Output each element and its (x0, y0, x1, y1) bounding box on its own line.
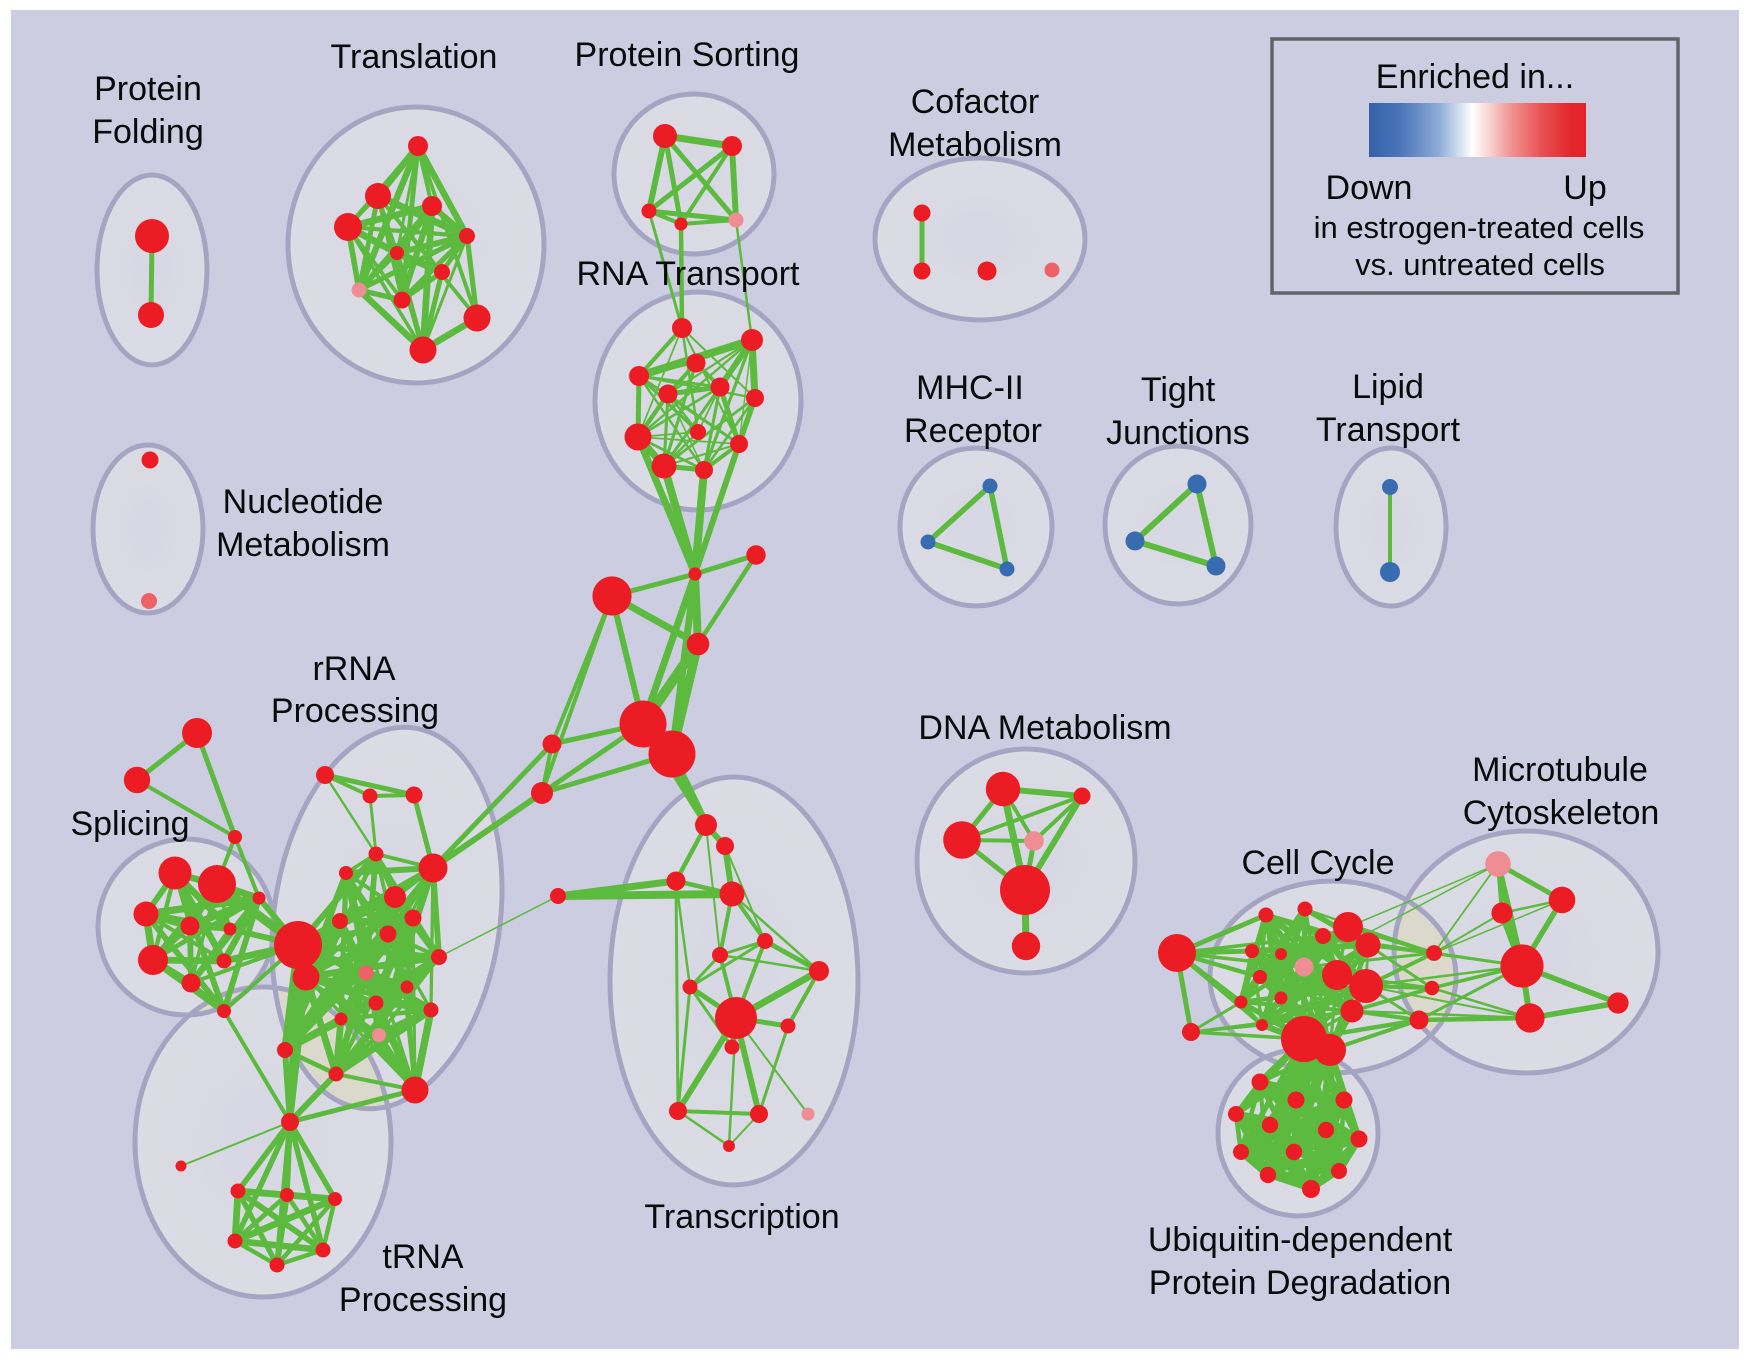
svg-text:Receptor: Receptor (904, 412, 1042, 450)
svg-text:Protein Degradation: Protein Degradation (1149, 1264, 1451, 1302)
svg-text:MHC-II: MHC-II (916, 369, 1024, 407)
svg-text:rRNA: rRNA (312, 650, 395, 688)
svg-text:Ubiquitin-dependent: Ubiquitin-dependent (1148, 1221, 1453, 1259)
svg-text:Protein Sorting: Protein Sorting (575, 36, 800, 74)
svg-text:Folding: Folding (92, 113, 204, 151)
svg-text:Transcription: Transcription (644, 1198, 839, 1236)
svg-text:Metabolism: Metabolism (888, 126, 1062, 164)
svg-text:Cell Cycle: Cell Cycle (1241, 844, 1394, 882)
svg-text:Junctions: Junctions (1106, 414, 1250, 452)
svg-text:vs. untreated cells: vs. untreated cells (1355, 247, 1605, 282)
svg-text:tRNA: tRNA (382, 1238, 464, 1276)
svg-text:Enriched in...: Enriched in... (1376, 58, 1574, 96)
svg-text:Splicing: Splicing (70, 805, 189, 843)
svg-text:Nucleotide: Nucleotide (223, 483, 384, 521)
svg-text:Translation: Translation (331, 38, 498, 76)
svg-text:Up: Up (1563, 169, 1606, 207)
svg-text:Cofactor: Cofactor (911, 83, 1040, 121)
svg-text:Processing: Processing (339, 1281, 507, 1319)
svg-text:Cytoskeleton: Cytoskeleton (1463, 794, 1660, 832)
svg-text:Down: Down (1326, 169, 1413, 207)
svg-text:Transport: Transport (1316, 411, 1461, 449)
svg-text:Tight: Tight (1141, 371, 1216, 409)
svg-text:Microtubule: Microtubule (1472, 751, 1648, 789)
svg-text:RNA Transport: RNA Transport (577, 255, 801, 293)
svg-text:Metabolism: Metabolism (216, 526, 390, 564)
svg-text:Protein: Protein (94, 70, 202, 108)
svg-text:Lipid: Lipid (1352, 368, 1424, 406)
svg-text:Processing: Processing (271, 692, 439, 730)
svg-text:in estrogen-treated cells: in estrogen-treated cells (1314, 210, 1645, 245)
svg-text:DNA Metabolism: DNA Metabolism (918, 709, 1171, 747)
